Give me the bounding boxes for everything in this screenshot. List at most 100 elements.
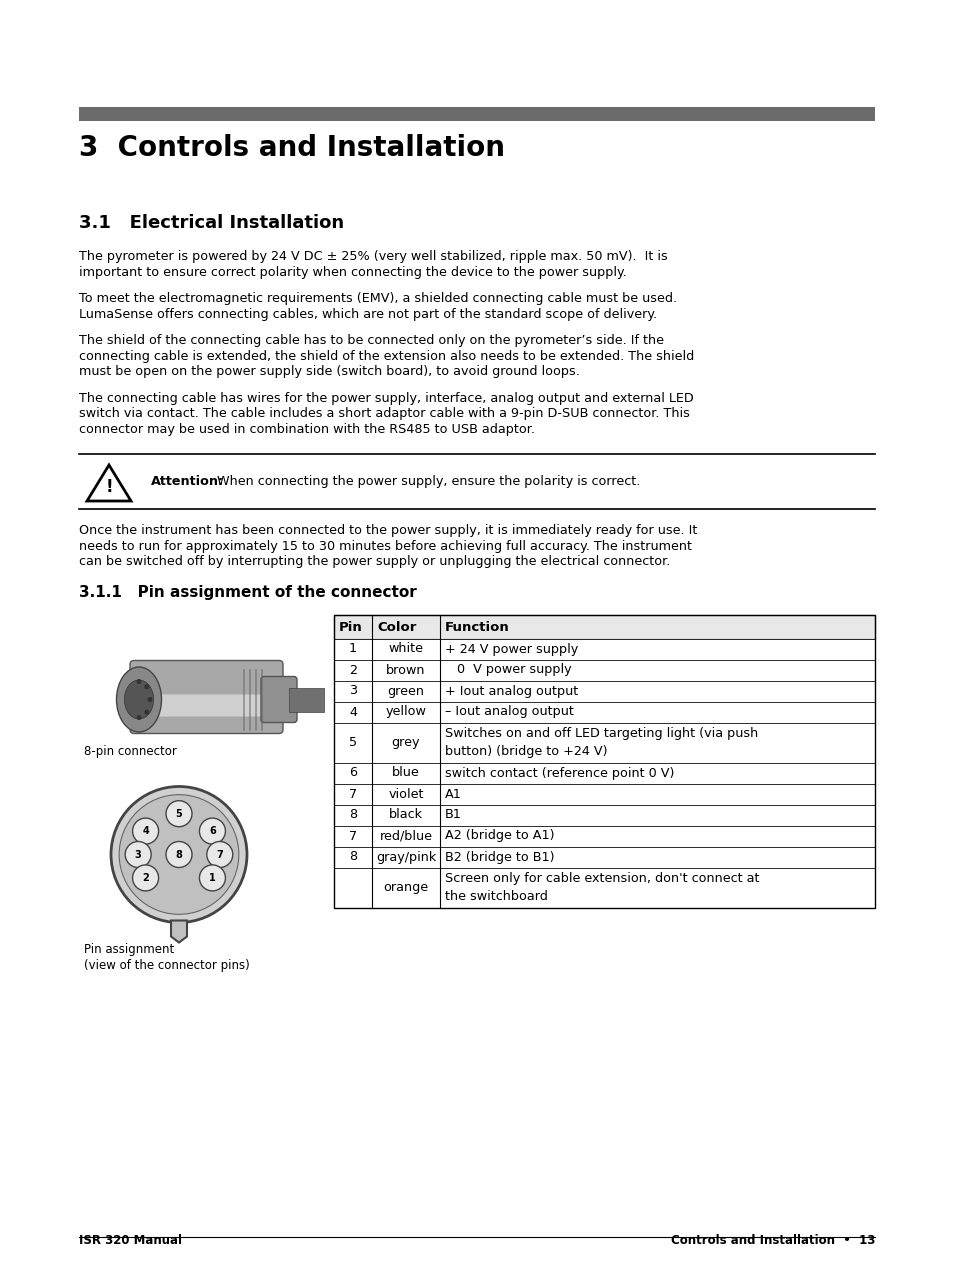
Text: white: white <box>388 643 423 655</box>
Text: 7: 7 <box>349 829 356 842</box>
Text: red/blue: red/blue <box>379 829 432 842</box>
Text: 3.1   Electrical Installation: 3.1 Electrical Installation <box>79 215 344 232</box>
Circle shape <box>166 842 192 867</box>
Text: When connecting the power supply, ensure the polarity is correct.: When connecting the power supply, ensure… <box>213 475 639 489</box>
Circle shape <box>166 800 192 827</box>
Text: can be switched off by interrupting the power supply or unplugging the electrica: can be switched off by interrupting the … <box>79 555 670 568</box>
Text: Color: Color <box>376 621 416 634</box>
Text: the switchboard: the switchboard <box>444 890 547 903</box>
Text: gray/pink: gray/pink <box>375 851 436 864</box>
Circle shape <box>148 697 152 702</box>
Circle shape <box>144 710 149 715</box>
Text: needs to run for approximately 15 to 30 minutes before achieving full accuracy. : needs to run for approximately 15 to 30 … <box>79 540 691 552</box>
Text: To meet the electromagnetic requirements (EMV), a shielded connecting cable must: To meet the electromagnetic requirements… <box>79 292 677 305</box>
Text: (view of the connector pins): (view of the connector pins) <box>84 959 250 972</box>
Text: yellow: yellow <box>385 706 426 719</box>
Text: Pin assignment: Pin assignment <box>84 942 174 955</box>
Bar <box>334 681 874 701</box>
Text: 8: 8 <box>349 851 356 864</box>
Circle shape <box>119 795 238 914</box>
Text: B2 (bridge to B1): B2 (bridge to B1) <box>444 851 554 864</box>
Text: 3: 3 <box>349 685 356 697</box>
Text: 3: 3 <box>134 850 141 860</box>
Bar <box>334 826 874 847</box>
Text: 3.1.1   Pin assignment of the connector: 3.1.1 Pin assignment of the connector <box>79 584 416 599</box>
Text: connector may be used in combination with the RS485 to USB adaptor.: connector may be used in combination wit… <box>79 423 535 436</box>
Text: orange: orange <box>383 881 428 894</box>
Bar <box>334 762 874 784</box>
Text: green: green <box>387 685 424 697</box>
Text: A2 (bridge to A1): A2 (bridge to A1) <box>444 829 554 842</box>
FancyBboxPatch shape <box>261 677 296 723</box>
Text: 8: 8 <box>175 850 182 860</box>
Text: 7: 7 <box>349 787 356 800</box>
Text: !: ! <box>105 479 112 497</box>
Text: switch via contact. The cable includes a short adaptor cable with a 9-pin D-SUB : switch via contact. The cable includes a… <box>79 408 689 420</box>
Text: grey: grey <box>392 737 420 749</box>
Ellipse shape <box>116 667 161 732</box>
Polygon shape <box>171 921 187 942</box>
FancyBboxPatch shape <box>142 695 266 716</box>
Circle shape <box>125 842 151 867</box>
Text: 6: 6 <box>209 826 215 836</box>
Text: The shield of the connecting cable has to be connected only on the pyrometer’s s: The shield of the connecting cable has t… <box>79 334 663 347</box>
Circle shape <box>136 679 141 685</box>
Text: 2: 2 <box>349 663 356 677</box>
Text: 1: 1 <box>349 643 356 655</box>
Circle shape <box>144 685 149 690</box>
Text: B1: B1 <box>444 809 461 822</box>
Text: 4: 4 <box>349 706 356 719</box>
Bar <box>334 639 874 659</box>
Bar <box>334 867 874 908</box>
Text: A1: A1 <box>444 787 461 800</box>
Text: Screen only for cable extension, don't connect at: Screen only for cable extension, don't c… <box>444 872 759 885</box>
Circle shape <box>132 865 158 890</box>
Text: Attention:: Attention: <box>151 475 224 489</box>
Circle shape <box>132 818 158 845</box>
Bar <box>334 847 874 867</box>
Circle shape <box>207 842 233 867</box>
Text: 0  V power supply: 0 V power supply <box>444 663 571 677</box>
Text: button) (bridge to +24 V): button) (bridge to +24 V) <box>444 744 607 758</box>
Text: brown: brown <box>386 663 425 677</box>
Text: The pyrometer is powered by 24 V DC ± 25% (very well stabilized, ripple max. 50 : The pyrometer is powered by 24 V DC ± 25… <box>79 250 667 263</box>
Bar <box>79 107 874 121</box>
Bar <box>334 701 874 723</box>
Text: black: black <box>389 809 422 822</box>
Text: 8: 8 <box>349 809 356 822</box>
Text: + 24 V power supply: + 24 V power supply <box>444 643 578 655</box>
Bar <box>289 687 324 711</box>
Text: Function: Function <box>444 621 509 634</box>
Text: important to ensure correct polarity when connecting the device to the power sup: important to ensure correct polarity whe… <box>79 265 626 278</box>
Text: LumaSense offers connecting cables, which are not part of the standard scope of : LumaSense offers connecting cables, whic… <box>79 307 657 320</box>
Circle shape <box>199 865 225 890</box>
Text: 1: 1 <box>209 872 215 883</box>
Bar <box>334 615 874 908</box>
Circle shape <box>199 818 225 845</box>
Text: 6: 6 <box>349 767 356 780</box>
Text: Controls and Installation  •  13: Controls and Installation • 13 <box>670 1234 874 1247</box>
Bar <box>334 659 874 681</box>
Text: 5: 5 <box>349 737 356 749</box>
Bar <box>334 784 874 804</box>
Text: violet: violet <box>388 787 423 800</box>
Circle shape <box>136 715 141 720</box>
Text: 5: 5 <box>175 809 182 819</box>
Text: Switches on and off LED targeting light (via push: Switches on and off LED targeting light … <box>444 728 758 740</box>
FancyBboxPatch shape <box>130 660 283 734</box>
Text: must be open on the power supply side (switch board), to avoid ground loops.: must be open on the power supply side (s… <box>79 366 579 378</box>
Text: 8-pin connector: 8-pin connector <box>84 745 176 758</box>
Text: 3  Controls and Installation: 3 Controls and Installation <box>79 135 504 163</box>
Circle shape <box>111 786 247 922</box>
Text: ISR 320 Manual: ISR 320 Manual <box>79 1234 182 1247</box>
Bar <box>334 615 874 639</box>
Text: The connecting cable has wires for the power supply, interface, analog output an: The connecting cable has wires for the p… <box>79 391 693 405</box>
Bar <box>334 723 874 762</box>
Text: 7: 7 <box>216 850 223 860</box>
Text: blue: blue <box>392 767 419 780</box>
Text: + Iout analog output: + Iout analog output <box>444 685 578 697</box>
Text: – Iout analog output: – Iout analog output <box>444 706 574 719</box>
Text: connecting cable is extended, the shield of the extension also needs to be exten: connecting cable is extended, the shield… <box>79 349 694 363</box>
Text: 2: 2 <box>142 872 149 883</box>
Text: switch contact (reference point 0 V): switch contact (reference point 0 V) <box>444 767 674 780</box>
